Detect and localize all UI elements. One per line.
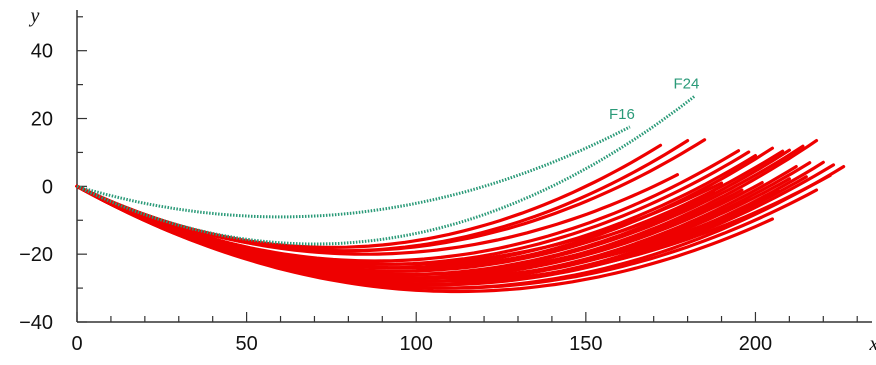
- series-label-f24: F24: [673, 75, 699, 92]
- red-trajectories: [75, 138, 846, 294]
- series-label-f16: F16: [609, 106, 635, 123]
- tick-labels: 0 50 100 150 200 −40 −20 0 20 40 y x: [19, 5, 876, 355]
- y-tick-label: −20: [19, 244, 53, 266]
- axes: [76, 10, 872, 323]
- x-tick-label: 100: [400, 333, 433, 355]
- y-tick-label: 20: [31, 109, 53, 131]
- x-tick-label: 200: [739, 333, 772, 355]
- series-line-f16: [76, 125, 631, 219]
- red-trajectory-line: [75, 181, 724, 266]
- labeled-trajectories: F16 F24: [76, 75, 699, 246]
- red-trajectory-line: [75, 173, 679, 256]
- x-tick-label: 50: [235, 333, 257, 355]
- y-tick-label: 0: [42, 176, 53, 198]
- red-trajectory-line: [75, 184, 774, 294]
- x-tick-label: 0: [71, 333, 82, 355]
- red-trajectory-line: [75, 143, 663, 249]
- y-tick-label: −40: [19, 312, 53, 334]
- red-trajectory-line: [75, 173, 832, 283]
- x-axis-title: x: [869, 333, 876, 355]
- series-line-f24: [76, 95, 696, 246]
- y-axis-title: y: [29, 5, 40, 27]
- y-tick-label: 40: [31, 41, 53, 63]
- x-tick-label: 150: [569, 333, 602, 355]
